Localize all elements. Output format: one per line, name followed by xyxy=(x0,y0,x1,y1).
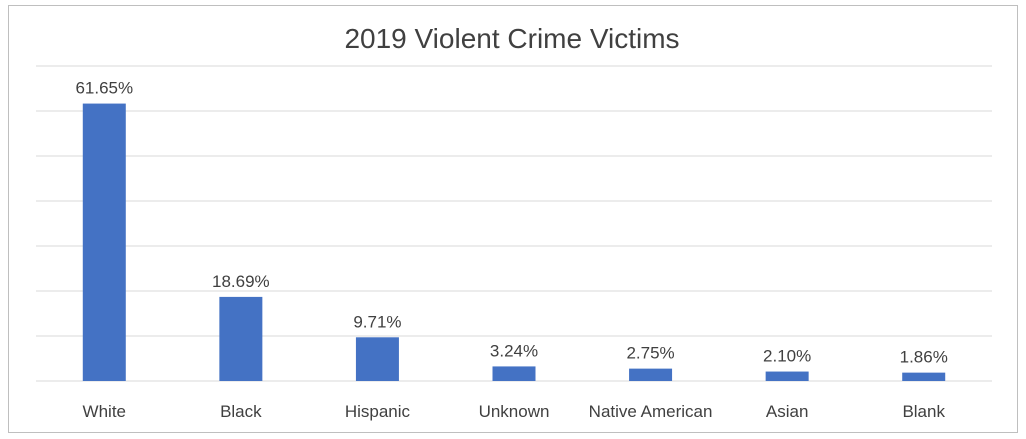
category-label: Asian xyxy=(766,402,809,421)
category-label: White xyxy=(83,402,126,421)
bar-blank xyxy=(902,372,946,381)
category-label: Blank xyxy=(902,402,945,421)
data-label: 61.65% xyxy=(75,79,133,98)
bar-asian xyxy=(765,371,809,381)
data-label: 1.86% xyxy=(900,348,948,367)
data-label: 2.10% xyxy=(763,347,811,366)
category-labels: White Black Hispanic Unknown Native American… xyxy=(83,402,946,421)
chart-title: 2019 Violent Crime Victims xyxy=(344,23,679,54)
category-label: Black xyxy=(220,402,262,421)
bar-unknown xyxy=(492,366,536,381)
chart-frame xyxy=(8,5,1018,433)
bar-black xyxy=(219,296,263,381)
data-label: 2.75% xyxy=(626,344,674,363)
bars xyxy=(82,103,946,381)
bar-white xyxy=(82,103,126,381)
data-label: 18.69% xyxy=(212,272,270,291)
bar-native-american xyxy=(629,368,673,381)
category-label: Hispanic xyxy=(345,402,411,421)
category-label: Native American xyxy=(589,402,713,421)
data-label: 9.71% xyxy=(353,312,401,331)
bar-hispanic xyxy=(355,337,399,381)
data-labels: 61.65% 18.69% 9.71% 3.24% 2.75% 2.10% 1.86% xyxy=(75,79,947,367)
data-label: 3.24% xyxy=(490,341,538,360)
gridlines xyxy=(36,65,992,382)
category-label: Unknown xyxy=(479,402,550,421)
